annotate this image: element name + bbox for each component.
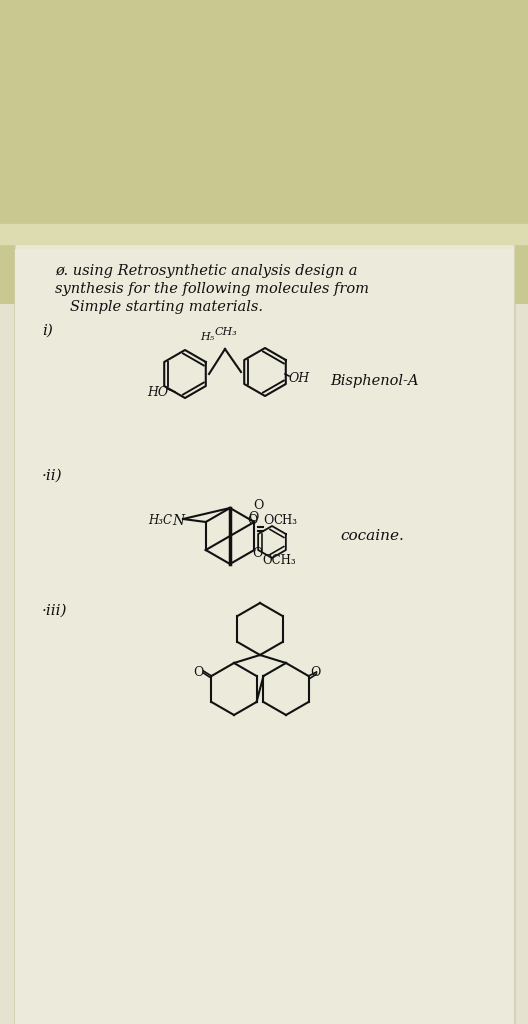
Text: O: O bbox=[310, 667, 321, 680]
Bar bbox=[15, 249, 513, 1024]
Text: CH₃: CH₃ bbox=[215, 327, 238, 337]
Text: OH: OH bbox=[289, 372, 310, 385]
Text: O: O bbox=[193, 667, 204, 680]
Text: ø. using Retrosynthetic analysis design a: ø. using Retrosynthetic analysis design … bbox=[55, 264, 357, 278]
Text: H₃C: H₃C bbox=[148, 514, 172, 527]
FancyBboxPatch shape bbox=[15, 239, 515, 1024]
Text: ·ii): ·ii) bbox=[42, 469, 63, 483]
Text: O: O bbox=[263, 514, 274, 527]
Text: O: O bbox=[247, 514, 257, 527]
Text: H₅: H₅ bbox=[200, 332, 214, 342]
Text: cocaine.: cocaine. bbox=[340, 529, 404, 543]
Text: CH₃: CH₃ bbox=[273, 514, 297, 527]
Text: HO: HO bbox=[147, 386, 168, 399]
Bar bbox=[0, 0, 528, 324]
Text: Bisphenol-A: Bisphenol-A bbox=[330, 374, 419, 388]
Text: i): i) bbox=[42, 324, 53, 338]
Text: O: O bbox=[248, 511, 258, 524]
Text: O: O bbox=[252, 547, 262, 560]
Text: synthesis for the following molecules from: synthesis for the following molecules fr… bbox=[55, 282, 369, 296]
Text: N: N bbox=[172, 514, 184, 528]
Text: O: O bbox=[253, 499, 263, 512]
Bar bbox=[0, 304, 528, 1024]
Text: Simple starting materials.: Simple starting materials. bbox=[70, 300, 263, 314]
Text: OCH₃: OCH₃ bbox=[262, 554, 296, 567]
Text: ·iii): ·iii) bbox=[42, 604, 68, 618]
